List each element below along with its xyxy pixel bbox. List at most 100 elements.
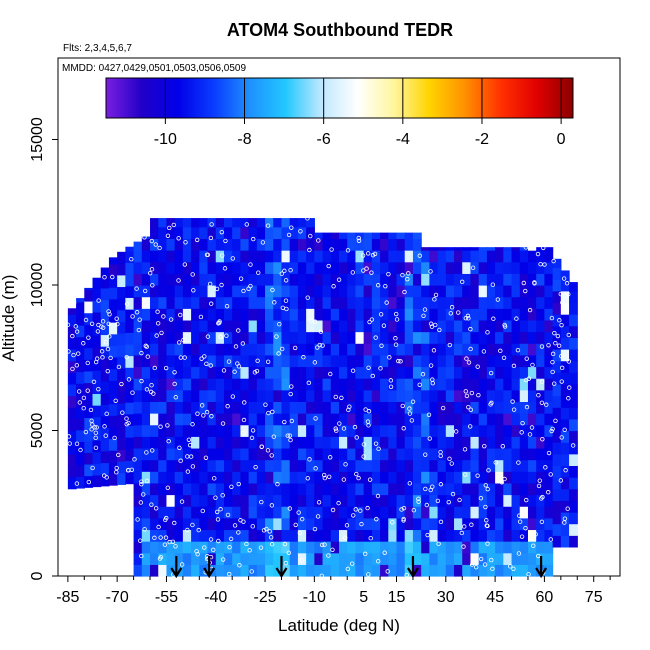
heatmap-cell: [536, 401, 546, 414]
heatmap-cell: [404, 529, 414, 542]
heatmap-cell: [552, 442, 562, 455]
heatmap-cell: [454, 331, 463, 344]
heatmap-cell: [273, 447, 283, 461]
heatmap-cell: [100, 311, 110, 324]
sample-point: [566, 396, 571, 401]
sample-point: [86, 335, 91, 340]
heatmap-cell: [191, 319, 200, 333]
heatmap-cell: [223, 250, 233, 263]
sample-point: [289, 418, 295, 424]
heatmap-cell: [388, 284, 398, 298]
heatmap-cell: [552, 535, 562, 548]
sample-point: [269, 453, 274, 458]
heatmap-cell: [199, 273, 209, 286]
heatmap-cell: [174, 424, 184, 437]
heatmap-cell: [133, 471, 143, 484]
heatmap-cell: [207, 331, 217, 344]
heatmap-cell: [117, 461, 126, 474]
heatmap-cell: [273, 296, 283, 309]
heatmap-cell: [380, 413, 389, 426]
heatmap-cell: [322, 366, 332, 379]
heatmap-cell: [182, 296, 192, 309]
heatmap-cell: [297, 378, 307, 391]
heatmap-cell: [306, 273, 315, 286]
heatmap-cell: [108, 287, 118, 300]
heatmap-cell: [297, 284, 307, 298]
heatmap-cell: [536, 284, 546, 298]
heatmap-cell: [256, 413, 266, 426]
heatmap-cell: [100, 287, 110, 301]
heatmap-cell: [569, 511, 578, 525]
heatmap-cell: [388, 232, 398, 240]
heatmap-cell: [265, 436, 274, 449]
sample-point: [407, 406, 412, 411]
sample-point: [385, 569, 390, 574]
heatmap-cell: [536, 354, 546, 368]
sample-point: [107, 334, 112, 339]
sample-point: [354, 471, 359, 477]
heatmap-cell: [265, 308, 274, 321]
heatmap-cell: [478, 529, 488, 542]
sample-point: [356, 235, 361, 241]
heatmap-cell: [322, 564, 332, 577]
sample-point: [279, 271, 284, 276]
sample-point: [95, 356, 100, 361]
heatmap-cell: [314, 541, 324, 554]
heatmap-cell: [339, 541, 348, 554]
heatmap-cell: [166, 226, 176, 240]
heatmap-cell: [544, 296, 554, 309]
heatmap-cell: [380, 517, 389, 531]
heatmap-cell: [150, 354, 159, 368]
sample-point: [315, 345, 320, 350]
sample-point: [144, 344, 149, 349]
sample-point: [347, 404, 352, 409]
heatmap-cell: [404, 482, 414, 496]
heatmap-cell: [289, 494, 299, 507]
sample-point: [200, 508, 206, 514]
heatmap-cell: [100, 267, 110, 277]
sample-point: [260, 240, 266, 245]
sample-point: [356, 475, 361, 481]
heatmap-cell: [486, 250, 496, 263]
heatmap-cell: [150, 389, 159, 402]
sample-point: [410, 399, 416, 404]
heatmap-cell: [511, 378, 521, 391]
heatmap-cell: [100, 322, 110, 336]
heatmap-cell: [355, 389, 365, 402]
heatmap-cell: [158, 459, 168, 472]
sample-point: [308, 233, 313, 239]
heatmap-cell: [437, 354, 447, 368]
sample-point: [196, 527, 201, 533]
heatmap-cell: [174, 506, 184, 519]
heatmap-cell: [256, 343, 266, 356]
sample-point: [350, 368, 356, 373]
sample-point: [104, 475, 109, 480]
heatmap-cell: [470, 319, 480, 333]
heatmap-cell: [223, 366, 233, 379]
sample-point: [382, 550, 387, 555]
sample-point: [378, 312, 384, 317]
heatmap-cell: [527, 343, 537, 356]
heatmap-cell: [289, 447, 299, 461]
heatmap-cell: [339, 378, 348, 391]
heatmap-cell: [470, 343, 480, 356]
sample-point: [144, 387, 150, 392]
heatmap-cell: [191, 389, 200, 402]
sample-point: [566, 332, 571, 338]
heatmap-cell: [223, 459, 233, 472]
heatmap-cell: [503, 482, 513, 496]
sample-point: [166, 439, 171, 444]
heatmap-cell: [552, 383, 562, 397]
heatmap-cell: [454, 529, 463, 542]
heatmap-cell: [363, 331, 373, 344]
heatmap-cell: [330, 232, 340, 240]
heatmap-cell: [503, 284, 513, 298]
heatmap-cell: [511, 284, 521, 298]
heatmap-cell: [363, 378, 373, 391]
heatmap-cell: [437, 247, 447, 251]
sample-point: [116, 364, 122, 370]
heatmap-cell: [437, 296, 447, 309]
heatmap-cell: [207, 471, 217, 484]
heatmap-cell: [486, 343, 496, 356]
